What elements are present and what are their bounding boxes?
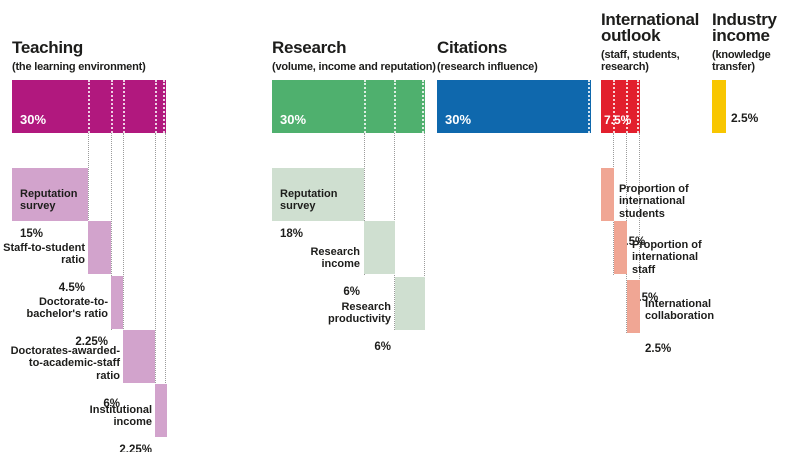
international-outlook-weight-bar: 7.5%: [601, 80, 640, 133]
component-weight-label: 4.5%: [58, 282, 85, 294]
pillar-subtitle-international-outlook: (staff, students, research): [601, 49, 680, 73]
component-weight-label: 2.25%: [75, 336, 108, 348]
component-weight-label: 6%: [374, 341, 391, 353]
divider-dotted-line: [155, 80, 157, 133]
divider-dotted-line: [588, 80, 590, 133]
teaching-component-block-doctorates-awarded-ratio: [123, 330, 155, 383]
component-label-text: Staff-to-student ratio: [3, 241, 85, 267]
pillar-title-research: Research: [272, 38, 347, 57]
component-label: Institutional income 2.25%: [90, 391, 152, 452]
component-weight-label: 6%: [343, 286, 360, 298]
divider-dotted-line: [111, 80, 113, 133]
pillar-subtitle-citations: (research influence): [437, 61, 538, 73]
divider-dotted-line: [88, 80, 90, 133]
component-weight-label: 6%: [103, 397, 120, 410]
component-weight-label: 18%: [280, 228, 304, 240]
component-label: International collaboration 2.5%: [645, 285, 714, 368]
teaching-weight-label: 30%: [20, 112, 47, 127]
research-component-block-research-income: [364, 221, 395, 274]
component-label: Proportion of international students 2.5…: [619, 170, 689, 261]
guide-dotted-line: [364, 133, 365, 275]
component-label: Reputation survey 18%: [272, 168, 364, 253]
pillar-subtitle-industry-income: (knowledge transfer): [712, 49, 771, 73]
component-label-text: Reputation survey: [280, 187, 338, 213]
research-component-block-research-productivity: [395, 277, 425, 330]
teaching-component-block-reputation-survey: Reputation survey 15%: [12, 168, 88, 240]
teaching-component-block-staff-to-student-ratio: [88, 221, 111, 274]
divider-dotted-line: [163, 80, 165, 133]
teaching-component-block-doctorate-to-bachelors-ratio: [111, 276, 123, 329]
component-label: Doctorate-to- bachelor's ratio 2.25%: [27, 283, 108, 361]
guide-dotted-line: [424, 133, 425, 330]
component-weight-label: 2.25%: [119, 444, 152, 452]
divider-dotted-line: [364, 80, 366, 133]
component-label-text: Research productivity: [328, 300, 391, 326]
pillar-title-industry-income: Industry income: [712, 10, 777, 45]
divider-dotted-line: [637, 80, 639, 133]
international-component-block-international-staff: [614, 221, 627, 274]
citations-weight-label: 30%: [445, 112, 472, 127]
divider-dotted-line: [123, 80, 125, 133]
component-label-text: Proportion of international students: [619, 182, 689, 220]
international-component-block-international-collaboration: [627, 280, 640, 333]
component-label: Staff-to-student ratio 4.5%: [3, 229, 85, 307]
guide-dotted-line: [111, 133, 112, 330]
component-weight-label: 15%: [20, 228, 44, 240]
component-label: Doctorates-awarded- to-academic-staff ra…: [11, 332, 120, 423]
citations-weight-bar: 30%: [437, 80, 591, 133]
component-label-text: Reputation survey: [20, 187, 78, 213]
international-outlook-weight-label: 7.5%: [604, 113, 632, 127]
pillar-title-international-outlook: International outlook: [601, 10, 700, 45]
divider-dotted-line: [394, 80, 396, 133]
component-label-text: Doctorates-awarded- to-academic-staff ra…: [10, 344, 120, 382]
international-component-block-international-students: [601, 168, 614, 221]
divider-dotted-line: [626, 80, 628, 133]
pillar-subtitle-teaching: (the learning environment): [12, 61, 146, 73]
divider-dotted-line: [422, 80, 424, 133]
research-component-block-reputation-survey: Reputation survey 18%: [272, 168, 364, 240]
research-weight-bar: 30%: [272, 80, 425, 133]
industry-income-weight-label: 2.5%: [731, 111, 759, 125]
component-label: Research income 6%: [310, 233, 360, 311]
component-label: Reputation survey 15%: [12, 168, 88, 253]
guide-dotted-line: [123, 133, 124, 383]
pillar-title-citations: Citations: [437, 38, 508, 57]
guide-dotted-line: [165, 133, 166, 437]
component-label-text: International collaboration: [645, 297, 715, 323]
component-label-text: Proportion of international staff: [632, 238, 702, 276]
pillar-subtitle-research: (volume, income and reputation): [272, 61, 436, 73]
divider-dotted-line: [613, 80, 615, 133]
component-weight-label: 2.5%: [645, 343, 672, 355]
pillar-title-teaching: Teaching: [12, 38, 83, 57]
component-label: Research productivity 6%: [328, 288, 391, 366]
research-weight-label: 30%: [280, 112, 307, 127]
teaching-component-block-institutional-income: [155, 384, 167, 437]
industry-income-weight-bar: [712, 80, 726, 133]
component-label-text: Research income: [310, 245, 360, 271]
guide-dotted-line: [639, 133, 640, 333]
guide-dotted-line: [88, 133, 89, 274]
guide-dotted-line: [155, 133, 156, 437]
component-label-text: Doctorate-to- bachelor's ratio: [26, 295, 108, 321]
component-label-text: Institutional income: [89, 403, 152, 429]
